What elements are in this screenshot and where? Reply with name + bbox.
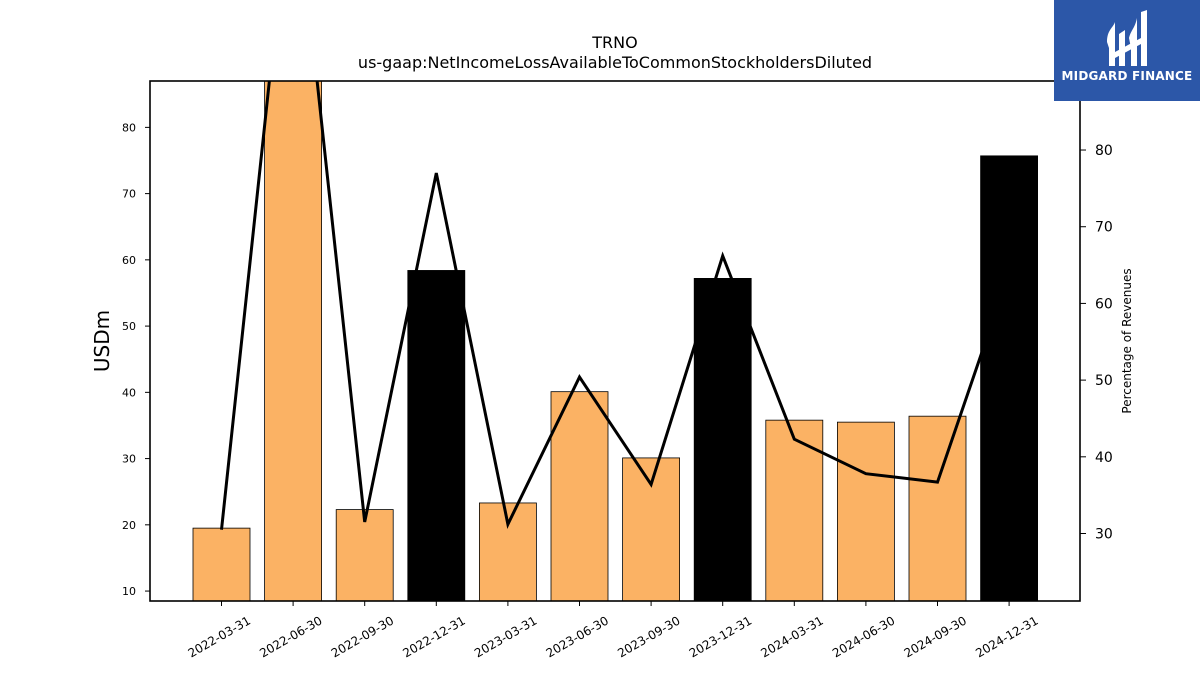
y2-tick-label: 50	[1095, 373, 1113, 389]
y-axis-ticks: 10 20 30 40 50 60 70 80	[122, 121, 150, 598]
x-tick-label: 2024-06-30	[830, 613, 897, 660]
x-tick-label: 2024-09-30	[902, 613, 969, 660]
bar-2024-09-30	[908, 415, 967, 601]
bar-2024-06-30	[837, 421, 895, 601]
y2-tick-label: 40	[1095, 450, 1113, 466]
bar-2022-03-31	[192, 527, 251, 601]
x-tick-label: 2022-06-30	[257, 613, 324, 660]
y2-tick-label: 60	[1095, 296, 1113, 312]
x-tick-label: 2023-09-30	[615, 613, 682, 660]
x-tick-label: 2024-03-31	[758, 613, 825, 660]
bar-2023-12-31	[693, 278, 752, 601]
y-tick-label: 80	[122, 121, 136, 134]
y2-tick-label: 30	[1095, 527, 1113, 543]
percentage-line	[220, 81, 1011, 530]
line-group	[220, 81, 1011, 530]
bar-2023-06-30	[550, 391, 609, 601]
bar-2022-09-30	[335, 509, 394, 601]
bar-2022-06-30	[264, 81, 323, 601]
y-axis-label: USDm	[90, 310, 114, 372]
y2-axis-ticks: 30 40 50 60 70 80	[1080, 143, 1113, 543]
chart-subtitle: us-gaap:NetIncomeLossAvailableToCommonSt…	[358, 53, 872, 72]
y-tick-label: 40	[122, 386, 136, 399]
bar-2024-12-31	[980, 155, 1038, 601]
bar-2024-03-31	[765, 419, 824, 601]
chart-title: TRNO	[591, 33, 637, 52]
bar-2022-12-31	[407, 270, 466, 601]
x-tick-label: 2023-03-31	[472, 613, 539, 660]
bars-group	[192, 81, 1038, 601]
x-tick-label: 2023-12-31	[687, 613, 754, 660]
x-tick-label: 2022-03-31	[186, 613, 253, 660]
x-tick-label: 2023-06-30	[544, 613, 611, 660]
y2-tick-label: 70	[1095, 220, 1113, 236]
brand-logo: MIDGARD FINANCE	[1054, 0, 1200, 101]
y-tick-label: 20	[122, 519, 136, 532]
y-tick-label: 70	[122, 188, 136, 201]
midgard-logo-icon	[1107, 10, 1147, 66]
y-tick-label: 30	[122, 453, 136, 466]
x-axis-ticks: 2022-03-31 2022-06-30 2022-09-30 2022-12-31…	[186, 601, 1041, 660]
bar-2023-09-30	[622, 457, 680, 601]
x-tick-label: 2022-09-30	[329, 613, 396, 660]
y-tick-label: 60	[122, 254, 136, 267]
brand-name: MIDGARD FINANCE	[1061, 69, 1193, 83]
y2-axis-label: Percentage of Revenues	[1120, 268, 1134, 413]
y2-tick-label: 80	[1095, 143, 1113, 159]
plot-frame	[149, 80, 1081, 602]
y-tick-label: 50	[122, 320, 136, 333]
x-tick-label: 2024-12-31	[973, 613, 1040, 660]
y-tick-label: 10	[122, 585, 136, 598]
x-tick-label: 2022-12-31	[400, 613, 467, 660]
